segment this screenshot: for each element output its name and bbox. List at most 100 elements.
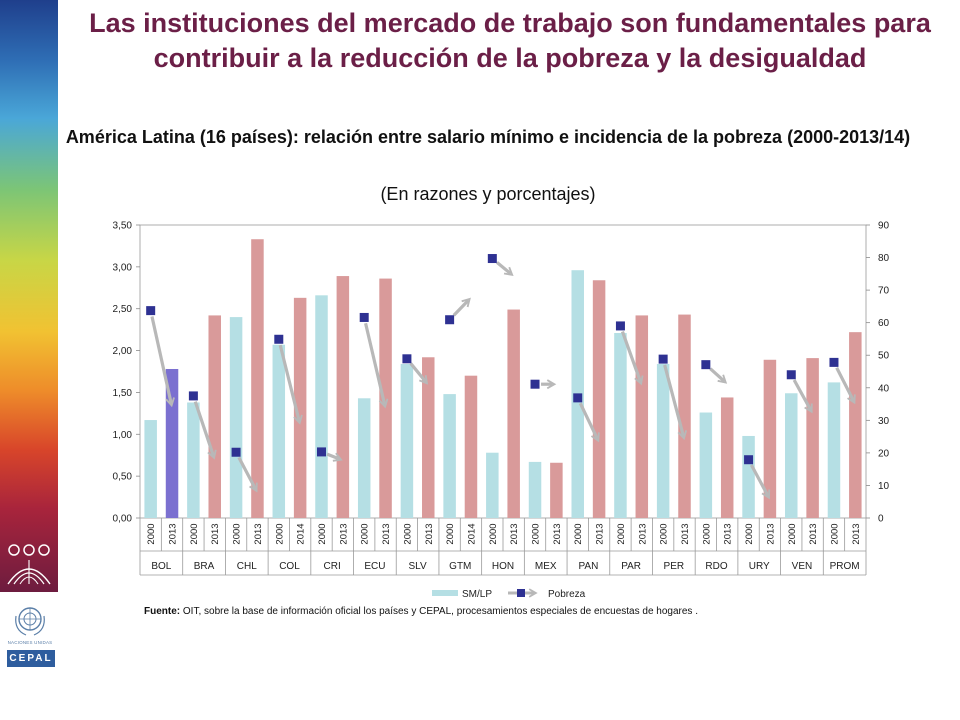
x-year-label: 2000 bbox=[573, 523, 584, 544]
side-color-stripe bbox=[0, 0, 58, 592]
legend-marker-pobreza bbox=[517, 589, 525, 597]
x-country-label: PAN bbox=[578, 561, 598, 572]
bar-sm-lp bbox=[422, 357, 435, 518]
x-country-label: BRA bbox=[194, 561, 215, 572]
y-left-tick-label: 2,00 bbox=[113, 346, 133, 357]
x-country-label: ECU bbox=[364, 561, 385, 572]
legend-label-pobreza: Pobreza bbox=[548, 589, 586, 600]
y-left-tick-label: 1,00 bbox=[113, 430, 133, 441]
x-country-label: PAR bbox=[621, 561, 641, 572]
x-country-label: BOL bbox=[151, 561, 171, 572]
slide-title: Las instituciones del mercado de trabajo… bbox=[89, 8, 931, 73]
x-year-label: 2000 bbox=[360, 523, 371, 544]
y-right-tick-label: 70 bbox=[878, 286, 890, 297]
bar-sm-lp bbox=[336, 276, 350, 518]
bar-sm-lp bbox=[229, 317, 243, 518]
bar-sm-lp bbox=[400, 363, 414, 518]
y-right-tick-label: 0 bbox=[878, 514, 884, 525]
poverty-marker bbox=[402, 354, 412, 364]
x-year-label: 2013 bbox=[637, 523, 648, 544]
bar-sm-lp bbox=[849, 332, 862, 518]
y-right-tick-label: 30 bbox=[878, 416, 890, 427]
x-year-label: 2013 bbox=[765, 523, 776, 544]
x-year-label: 2000 bbox=[402, 523, 413, 544]
x-year-label: 2013 bbox=[338, 523, 349, 544]
bar-sm-lp bbox=[187, 402, 200, 518]
bar-sm-lp bbox=[486, 452, 499, 518]
bar-sm-lp bbox=[592, 280, 606, 518]
x-country-label: CHL bbox=[237, 561, 257, 572]
x-year-label: 2014 bbox=[296, 523, 307, 544]
source-note: Fuente: OIT, sobre la base de informació… bbox=[144, 606, 904, 617]
x-country-label: COL bbox=[279, 561, 300, 572]
y-left-tick-label: 0,50 bbox=[113, 472, 133, 483]
poverty-marker bbox=[658, 354, 668, 364]
y-left-tick-label: 0,00 bbox=[113, 514, 133, 525]
chart-subtitle: (En razones y porcentajes) bbox=[380, 184, 596, 204]
x-year-label: 2000 bbox=[232, 523, 243, 544]
y-left-tick-label: 3,50 bbox=[113, 221, 133, 232]
poverty-marker bbox=[573, 393, 583, 403]
poverty-marker bbox=[701, 360, 711, 370]
x-year-label: 2013 bbox=[595, 523, 606, 544]
bar-sm-lp bbox=[251, 239, 264, 518]
bar-sm-lp bbox=[742, 435, 755, 518]
poverty-change-arrow bbox=[578, 402, 600, 443]
bar-sm-lp bbox=[614, 332, 627, 518]
y-left-tick-label: 2,50 bbox=[113, 304, 133, 315]
x-year-label: 2000 bbox=[787, 523, 798, 544]
x-year-label: 2013 bbox=[509, 523, 520, 544]
y-right-tick-label: 60 bbox=[878, 318, 890, 329]
x-year-label: 2000 bbox=[744, 523, 755, 544]
poverty-marker bbox=[274, 334, 284, 344]
x-year-label: 2013 bbox=[552, 523, 563, 544]
bar-sm-lp bbox=[144, 420, 157, 518]
x-year-label: 2013 bbox=[424, 523, 435, 544]
poverty-marker bbox=[445, 315, 455, 325]
poverty-marker bbox=[188, 391, 198, 401]
poverty-change-arrow bbox=[835, 367, 856, 405]
x-year-label: 2013 bbox=[851, 523, 862, 544]
bar-sm-lp bbox=[806, 358, 819, 518]
cepal-wordmark: CEPAL bbox=[7, 650, 55, 667]
legend-swatch-sm-lp bbox=[432, 590, 458, 596]
bar-sm-lp bbox=[357, 398, 371, 518]
x-country-label: URY bbox=[749, 561, 770, 572]
chart-title: América Latina (16 países): relación ent… bbox=[65, 127, 911, 147]
x-country-label: GTM bbox=[449, 561, 471, 572]
bar-sm-lp bbox=[656, 363, 670, 518]
y-right-tick-label: 90 bbox=[878, 221, 890, 232]
x-year-label: 2000 bbox=[531, 523, 542, 544]
source-text: OIT, sobre la base de información oficia… bbox=[182, 606, 698, 617]
x-country-label: PER bbox=[664, 561, 685, 572]
poverty-change-arrow bbox=[237, 456, 258, 493]
x-country-label: SLV bbox=[409, 561, 427, 572]
x-year-label: 2014 bbox=[466, 523, 477, 544]
x-year-label: 2000 bbox=[616, 523, 627, 544]
poverty-marker bbox=[786, 370, 796, 380]
bar-sm-lp bbox=[763, 359, 777, 518]
x-year-label: 2013 bbox=[253, 523, 264, 544]
bar-sm-lp bbox=[443, 394, 456, 518]
bar-sm-lp bbox=[785, 393, 798, 518]
poverty-marker bbox=[615, 321, 625, 331]
source-label: Fuente: bbox=[144, 606, 181, 617]
bar-sm-lp bbox=[827, 382, 841, 518]
x-year-label: 2000 bbox=[274, 523, 285, 544]
bar-sm-lp bbox=[678, 314, 691, 518]
poverty-marker bbox=[317, 447, 326, 457]
x-year-label: 2000 bbox=[189, 523, 200, 544]
cepal-emblem-icon bbox=[7, 544, 51, 585]
bar-sm-lp bbox=[208, 315, 221, 518]
y-left-tick-label: 3,00 bbox=[113, 262, 133, 273]
x-year-label: 2000 bbox=[659, 523, 670, 544]
x-year-label: 2000 bbox=[317, 523, 328, 544]
bar-sm-lp bbox=[720, 397, 734, 518]
bar-sm-lp bbox=[550, 462, 563, 518]
x-year-label: 2013 bbox=[381, 523, 392, 544]
poverty-change-arrow bbox=[326, 452, 343, 462]
poverty-marker bbox=[487, 254, 497, 264]
poverty-change-arrow bbox=[620, 331, 644, 386]
bar-sm-lp bbox=[699, 412, 713, 518]
un-wordmark: NACIONES UNIDAS bbox=[7, 640, 53, 645]
